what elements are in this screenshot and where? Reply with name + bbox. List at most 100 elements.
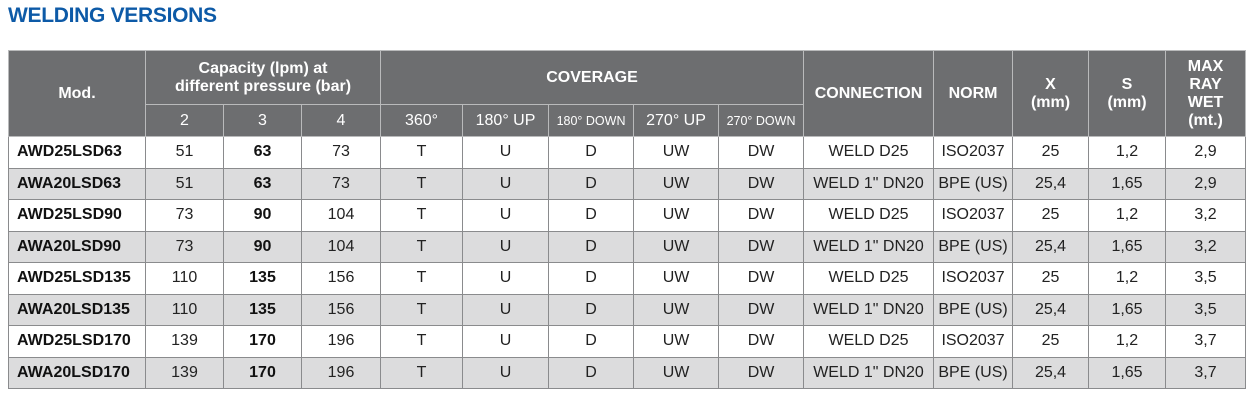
table-cell: 135 (223, 294, 302, 326)
table-cell: DW (718, 262, 805, 295)
header-max-ray-wet: MAX RAY WET (mt.) (1165, 50, 1247, 137)
table-cell: WELD D25 (803, 136, 935, 169)
table-cell: 3,2 (1165, 199, 1247, 232)
table-cell: 139 (145, 325, 224, 358)
table-row: AWA20LSD135 110 135 156 T U D UW DW WELD 1" DN20 B… (8, 294, 1247, 326)
table-cell: WELD 1" DN20 (803, 231, 935, 263)
model-cell: AWA20LSD63 (8, 168, 146, 200)
table-row: AWA20LSD90 73 90 104 T U D UW DW WELD 1" DN20 BPE … (8, 231, 1247, 263)
table-cell: WELD D25 (803, 262, 935, 295)
table-cell: DW (718, 294, 805, 326)
table-cell: WELD D25 (803, 325, 935, 358)
header-s: S (mm) (1088, 50, 1167, 137)
table-cell: 110 (145, 262, 224, 295)
table-cell: 63 (223, 168, 302, 200)
table-cell: 73 (300, 136, 382, 169)
table-cell: UW (633, 199, 720, 232)
table-cell: 139 (145, 357, 224, 389)
table-cell: 3,5 (1165, 294, 1247, 326)
table-cell: BPE (US) (933, 231, 1014, 263)
table-cell: 1,2 (1088, 136, 1167, 169)
model-cell: AWD25LSD90 (8, 199, 146, 232)
model-cell: AWD25LSD135 (8, 262, 146, 295)
table-cell: WELD 1" DN20 (803, 294, 935, 326)
table-cell: 1,65 (1088, 168, 1167, 200)
table-cell: 51 (145, 168, 224, 200)
table-cell: 170 (223, 325, 302, 358)
table-cell: 63 (223, 136, 302, 169)
table-cell: T (380, 357, 464, 389)
table-cell: DW (718, 325, 805, 358)
table-cell: D (548, 199, 635, 232)
model-cell: AWA20LSD135 (8, 294, 146, 326)
section-title: WELDING VERSIONS (8, 4, 217, 27)
header-coverage-col: 180° DOWN (548, 104, 635, 137)
table-cell: 2,9 (1165, 136, 1247, 169)
header-coverage-col: 270° DOWN (718, 104, 805, 137)
table-cell: 25,4 (1012, 231, 1090, 263)
table-cell: 110 (145, 294, 224, 326)
table-cell: 1,2 (1088, 199, 1167, 232)
table-cell: D (548, 262, 635, 295)
table-cell: 135 (223, 262, 302, 295)
table-cell: T (380, 262, 464, 295)
header-mod: Mod. (8, 50, 146, 137)
header-coverage: COVERAGE (380, 50, 805, 105)
table-cell: 1,65 (1088, 294, 1167, 326)
table-cell: 73 (145, 231, 224, 263)
header-connection: CONNECTION (803, 50, 935, 137)
table-row: AWD25LSD63 51 63 73 T U D UW DW WELD D25 ISO2037 25… (8, 136, 1247, 169)
table-cell: 3,7 (1165, 325, 1247, 358)
table-cell: 73 (300, 168, 382, 200)
table-row: AWD25LSD135 110 135 156 T U D UW DW WELD D25 ISO20… (8, 262, 1247, 295)
header-pressure: 2 (145, 104, 224, 137)
table-cell: 196 (300, 357, 382, 389)
table-cell: 196 (300, 325, 382, 358)
model-cell: AWA20LSD170 (8, 357, 146, 389)
table-cell: D (548, 168, 635, 200)
table-cell: WELD 1" DN20 (803, 357, 935, 389)
table-row: AWA20LSD170 139 170 196 T U D UW DW WELD 1" DN20 B… (8, 357, 1247, 389)
table-cell: BPE (US) (933, 357, 1014, 389)
table-cell: 104 (300, 199, 382, 232)
table-cell: 156 (300, 294, 382, 326)
table-cell: BPE (US) (933, 294, 1014, 326)
table-cell: ISO2037 (933, 199, 1014, 232)
table-cell: ISO2037 (933, 262, 1014, 295)
table-cell: U (462, 231, 550, 263)
table-cell: 25 (1012, 199, 1090, 232)
table-cell: D (548, 136, 635, 169)
header-pressure: 3 (223, 104, 302, 137)
table-cell: U (462, 294, 550, 326)
table-cell: 25 (1012, 325, 1090, 358)
table-cell: T (380, 325, 464, 358)
table-cell: 25 (1012, 136, 1090, 169)
table-row: AWD25LSD90 73 90 104 T U D UW DW WELD D25 ISO2037 2… (8, 199, 1247, 232)
table-cell: U (462, 357, 550, 389)
table-cell: D (548, 231, 635, 263)
table-cell: ISO2037 (933, 136, 1014, 169)
table-cell: 90 (223, 199, 302, 232)
table-cell: 3,2 (1165, 231, 1247, 263)
model-cell: AWD25LSD63 (8, 136, 146, 169)
table-cell: DW (718, 231, 805, 263)
table-cell: T (380, 168, 464, 200)
header-coverage-col: 270° UP (633, 104, 720, 137)
header-norm: NORM (933, 50, 1014, 137)
table-cell: U (462, 262, 550, 295)
table-cell: 1,2 (1088, 325, 1167, 358)
table-cell: U (462, 325, 550, 358)
table-cell: 51 (145, 136, 224, 169)
table-cell: 25,4 (1012, 357, 1090, 389)
table-cell: 104 (300, 231, 382, 263)
welding-versions-table: Mod. Capacity (lpm) at different pressur… (8, 50, 1247, 389)
table-cell: UW (633, 294, 720, 326)
table-cell: 1,65 (1088, 231, 1167, 263)
table-cell: UW (633, 357, 720, 389)
table-cell: 3,5 (1165, 262, 1247, 295)
table-cell: U (462, 136, 550, 169)
model-cell: AWA20LSD90 (8, 231, 146, 263)
table-cell: U (462, 199, 550, 232)
header-coverage-col: 360° (380, 104, 464, 137)
table-cell: 170 (223, 357, 302, 389)
